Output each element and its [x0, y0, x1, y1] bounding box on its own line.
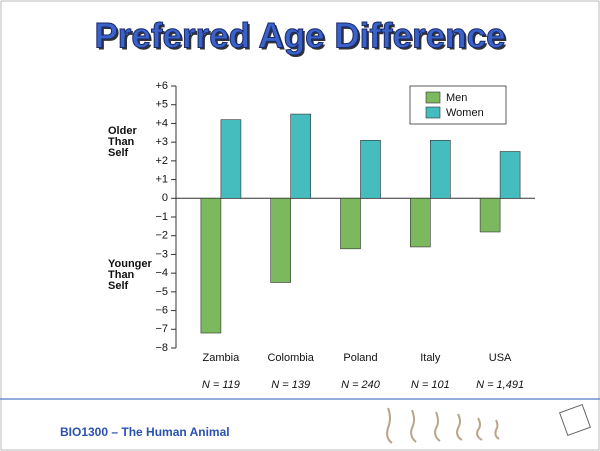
- decor: [386, 407, 500, 444]
- y-tick-label: −3: [155, 248, 168, 260]
- axis-side-label: Younger: [108, 258, 153, 270]
- y-tick-label: +2: [155, 155, 168, 167]
- y-tick-label: −7: [155, 323, 168, 335]
- y-tick-label: +1: [155, 173, 168, 185]
- x-tick-label: Poland: [343, 352, 377, 364]
- y-tick-label: 0: [162, 192, 168, 204]
- legend-swatch: [425, 106, 441, 119]
- bar: [499, 151, 521, 199]
- figure: [410, 409, 417, 443]
- bar: [290, 113, 312, 199]
- y-tick-label: +3: [155, 136, 168, 148]
- figure: [494, 419, 500, 440]
- sample-size: N = 119: [202, 379, 240, 391]
- sample-size: N = 101: [411, 379, 450, 391]
- figure: [434, 411, 441, 442]
- y-tick-label: −6: [155, 304, 168, 316]
- y-tick-label: −5: [155, 286, 168, 298]
- axis-side-label: Than: [108, 269, 135, 281]
- y-tick-label: −2: [155, 230, 168, 242]
- logo: [558, 403, 592, 437]
- bar: [409, 197, 431, 248]
- bar: [200, 197, 222, 334]
- bar: [220, 119, 242, 199]
- x-tick-label: Zambia: [203, 352, 241, 364]
- axis-side-label: Self: [108, 147, 129, 159]
- y-tick-label: +6: [155, 80, 168, 92]
- x-tick-label: USA: [489, 352, 512, 364]
- chart-title: Preferred Age Difference: [94, 16, 505, 55]
- y-tick-label: −8: [155, 342, 168, 354]
- sample-size: N = 1,491: [476, 379, 524, 391]
- x-tick-label: Colombia: [267, 352, 314, 364]
- bar: [429, 139, 451, 199]
- y-tick-label: +5: [155, 99, 168, 111]
- legend-label: Women: [446, 107, 484, 119]
- y-tick-label: −4: [155, 267, 168, 279]
- figure: [476, 417, 483, 441]
- title-shadow: Preferred Age Difference: [96, 18, 507, 57]
- bar: [270, 197, 292, 283]
- bar: [340, 197, 361, 250]
- y-tick-label: −1: [155, 211, 168, 223]
- sample-size: N = 240: [341, 379, 381, 391]
- y-tick-label: +4: [155, 117, 168, 129]
- x-tick-label: Italy: [420, 352, 441, 364]
- footer: BIO1300 – The Human Animal: [60, 425, 230, 439]
- axis-side-label: Self: [108, 280, 129, 292]
- legend-label: Men: [446, 92, 467, 104]
- sample-size: N = 139: [271, 379, 310, 391]
- bar: [360, 139, 381, 199]
- figure: [386, 407, 393, 444]
- bar: [479, 197, 501, 233]
- figure: [456, 413, 463, 441]
- legend-swatch: [425, 91, 441, 104]
- axis-side-label: Than: [108, 136, 135, 148]
- axis-side-label: Older: [108, 125, 137, 137]
